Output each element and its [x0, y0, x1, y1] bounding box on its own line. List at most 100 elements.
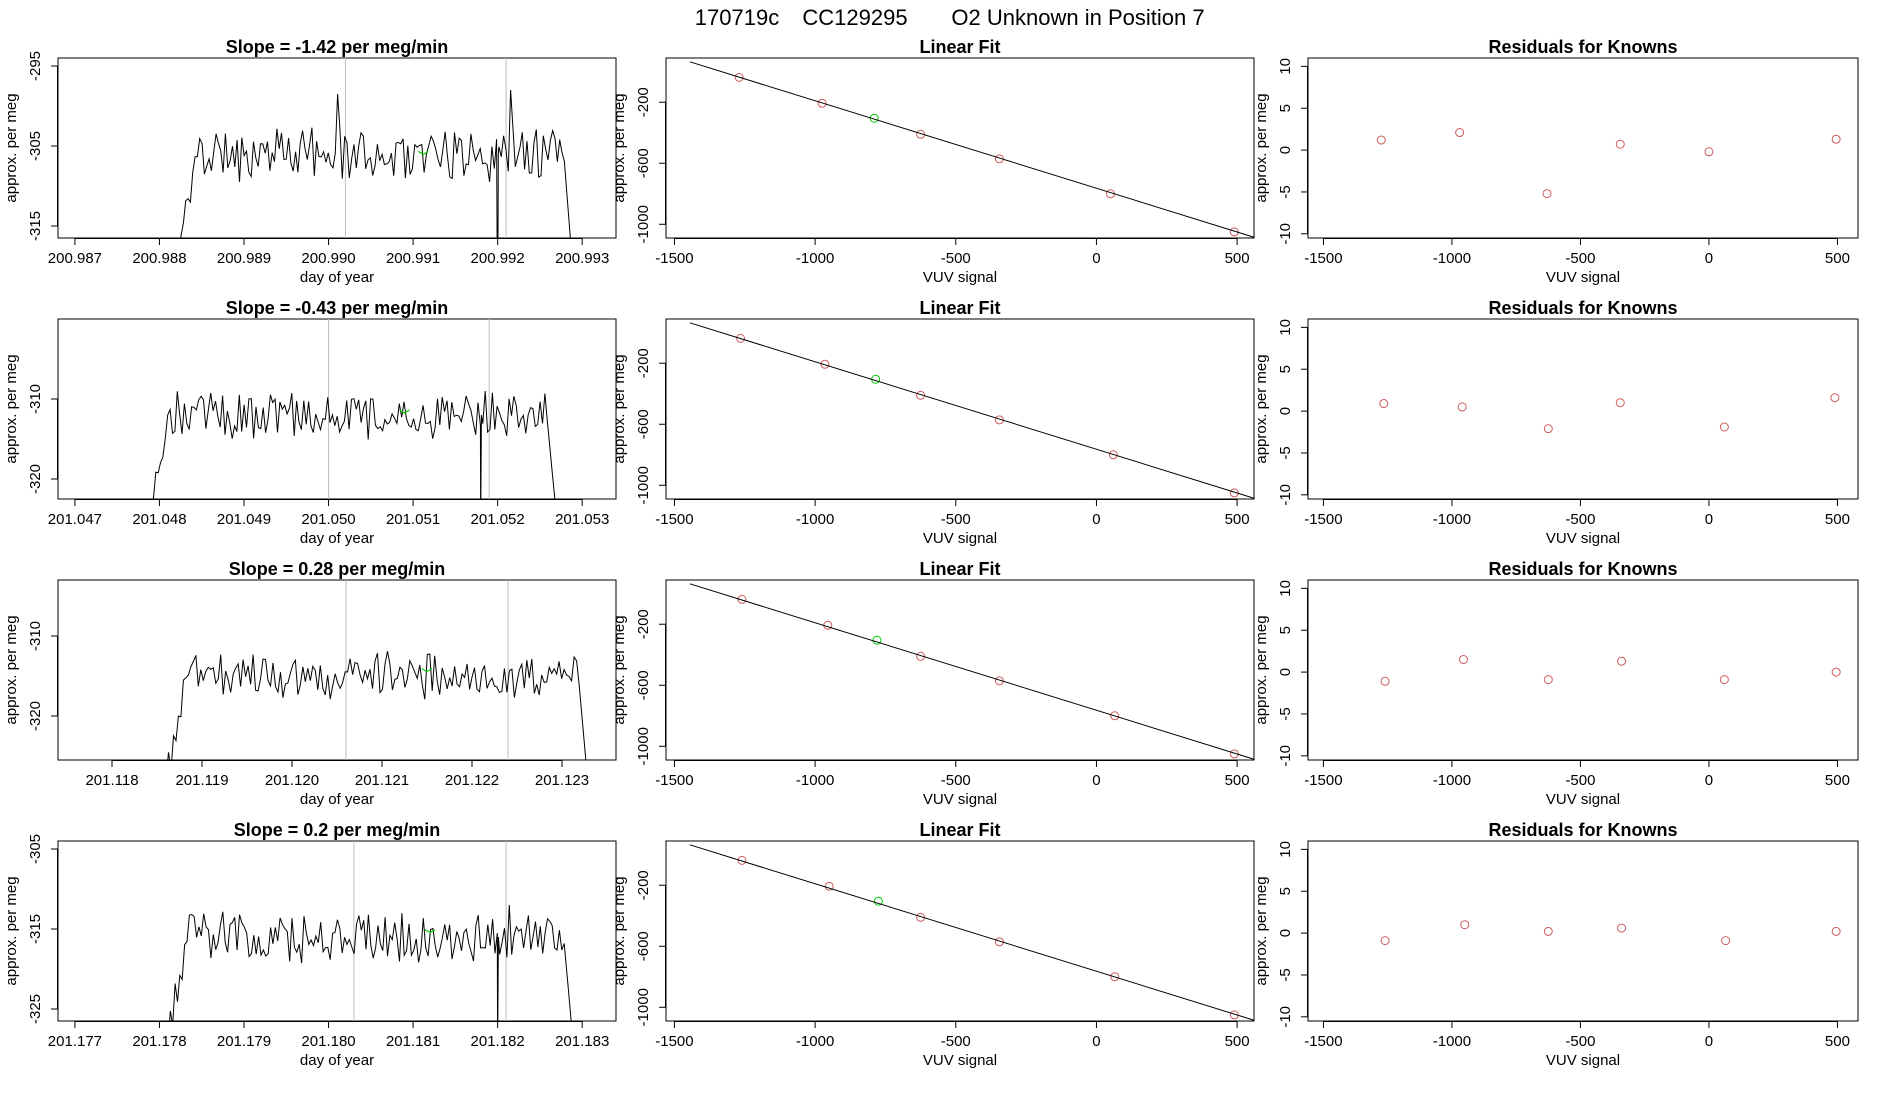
y-tick-label: -315 [27, 914, 44, 944]
plot-area [1376, 128, 1841, 199]
y-tick-label: -600 [635, 148, 652, 178]
x-axis-label: VUV signal [1546, 791, 1620, 808]
x-tick-label: -1000 [796, 772, 834, 789]
x-tick-label: -1500 [1304, 250, 1342, 267]
x-axis-label: VUV signal [1546, 1052, 1620, 1069]
y-tick-label: -320 [27, 701, 44, 731]
y-tick-label: -200 [635, 609, 652, 639]
plot-frame [57, 57, 617, 239]
x-tick-label: 201.123 [535, 772, 589, 789]
panel-title: Linear Fit [919, 37, 1000, 57]
plot-area [167, 580, 587, 760]
residual-point [1830, 393, 1840, 403]
residual-point [1617, 656, 1627, 666]
x-tick-label: 200.989 [217, 250, 271, 267]
known-point [824, 881, 834, 891]
x-tick-label: -500 [1565, 1033, 1595, 1050]
x-tick-label: 201.048 [132, 511, 186, 528]
x-tick-label: -1000 [796, 250, 834, 267]
unknown-marker [417, 150, 429, 156]
residual-point [1458, 655, 1468, 665]
panel-4-1: Slope = 0.2 per meg/min 201.177 201.178 201… [3, 820, 617, 1069]
y-tick-label: 5 [1277, 104, 1294, 112]
panel-title: Slope = 0.2 per meg/min [234, 820, 441, 840]
plot-area [152, 319, 556, 499]
x-tick-label: 201.120 [265, 772, 319, 789]
residual-point [1617, 923, 1627, 933]
plot-frame [665, 840, 1255, 1022]
plot-area [1380, 655, 1841, 686]
y-axis-label: approx. per meg [3, 615, 20, 724]
y-tick-label: 10 [1277, 580, 1294, 597]
y-axis-label: approx. per meg [1253, 876, 1270, 985]
x-tick-label: -500 [1565, 511, 1595, 528]
y-tick-label: 5 [1277, 365, 1294, 373]
y-tick-label: -10 [1277, 484, 1294, 506]
panel-title: Linear Fit [919, 559, 1000, 579]
x-tick-label: 200.988 [132, 250, 186, 267]
residual-point [1719, 675, 1729, 685]
y-tick-label: -200 [635, 348, 652, 378]
header-run-id: 170719c [695, 5, 779, 30]
y-tick-label: -10 [1277, 745, 1294, 767]
x-tick-label: 201.183 [555, 1033, 609, 1050]
x-tick-label: 201.049 [217, 511, 271, 528]
residual-point [1831, 926, 1841, 936]
x-tick-label: 201.122 [445, 772, 499, 789]
x-axis-label: day of year [300, 1052, 374, 1069]
plot-frame [1307, 579, 1859, 761]
plot-area [737, 855, 1239, 1020]
y-axis-label: approx. per meg [611, 615, 628, 724]
x-tick-label: 200.993 [555, 250, 609, 267]
y-tick-label: -315 [27, 211, 44, 241]
y-tick-label: 10 [1277, 58, 1294, 75]
residual-point [1376, 135, 1386, 145]
x-tick-label: 201.179 [217, 1033, 271, 1050]
plot-frame [665, 318, 1255, 500]
x-tick-label: -1500 [1304, 1033, 1342, 1050]
x-axis-label: VUV signal [1546, 530, 1620, 547]
x-tick-label: 0 [1705, 250, 1713, 267]
x-axis-label: VUV signal [923, 1052, 997, 1069]
y-tick-label: -305 [27, 131, 44, 161]
plot-area [169, 841, 572, 1021]
plot-frame [1307, 318, 1859, 500]
unknown-marker [399, 409, 410, 414]
panel-2-3: Residuals for Knowns -1500 -1000 -500 0 500 -1… [1253, 298, 1859, 547]
x-tick-label: -500 [941, 1033, 971, 1050]
panel-1-3: Residuals for Knowns -1500 -1000 -500 0 500 -1… [1253, 37, 1859, 286]
residual-point [1721, 936, 1731, 946]
residual-point [1379, 399, 1389, 409]
x-tick-label: 0 [1092, 511, 1100, 528]
signal-trace [169, 904, 572, 1021]
known-point [916, 390, 926, 400]
panel-4-2: Linear Fit-1500 -1000 -500 0 500-200-600-100… [611, 820, 1255, 1069]
plot-frame [1307, 840, 1859, 1022]
signal-trace [167, 651, 587, 760]
x-tick-label: 200.990 [301, 250, 355, 267]
panel-title: Residuals for Knowns [1488, 37, 1677, 57]
residual-point [1704, 147, 1714, 157]
known-point [736, 333, 746, 343]
residual-point [1543, 424, 1553, 434]
x-tick-label: -500 [941, 250, 971, 267]
y-axis-label: approx. per meg [1253, 615, 1270, 724]
x-tick-label: -500 [941, 772, 971, 789]
residual-point [1457, 402, 1467, 412]
x-tick-label: -1000 [1433, 772, 1471, 789]
y-tick-label: 0 [1277, 146, 1294, 154]
x-tick-label: 0 [1092, 1033, 1100, 1050]
header-description: O2 Unknown in Position 7 [951, 5, 1204, 30]
figure-header: 170719c CC129295 O2 Unknown in Position … [695, 5, 1205, 30]
residual-point [1380, 936, 1390, 946]
x-tick-label: 0 [1705, 772, 1713, 789]
residual-point [1542, 189, 1552, 199]
residual-point [1543, 926, 1553, 936]
y-tick-label: -310 [27, 621, 44, 651]
x-axis-label: VUV signal [923, 791, 997, 808]
x-tick-label: 200.991 [386, 250, 440, 267]
x-tick-label: 201.178 [132, 1033, 186, 1050]
x-tick-label: -1500 [655, 250, 693, 267]
known-point [734, 72, 744, 82]
y-axis-label: approx. per meg [1253, 354, 1270, 463]
